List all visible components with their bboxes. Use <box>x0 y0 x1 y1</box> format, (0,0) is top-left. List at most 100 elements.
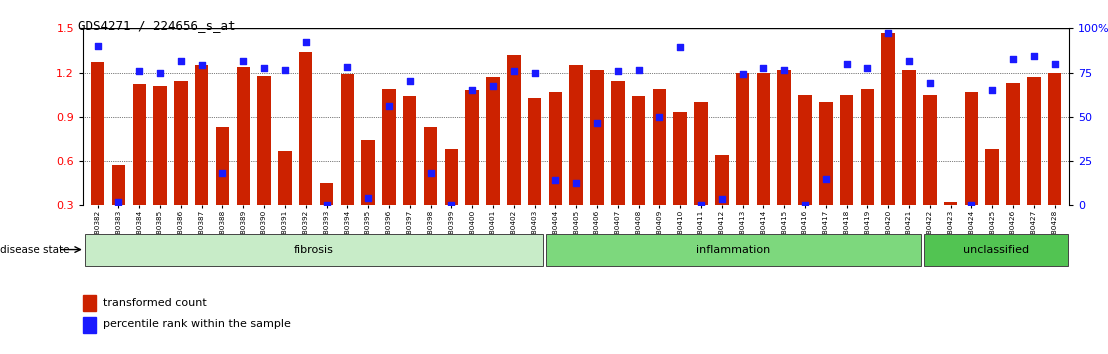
Bar <box>591 70 604 205</box>
Bar <box>757 73 770 205</box>
Point <box>318 202 336 208</box>
Bar <box>507 55 521 205</box>
Bar <box>944 202 957 205</box>
Bar <box>840 95 853 205</box>
Point <box>525 70 543 75</box>
Point <box>712 196 730 202</box>
Bar <box>674 113 687 205</box>
FancyBboxPatch shape <box>546 234 921 266</box>
Bar <box>861 89 874 205</box>
Point <box>235 58 253 64</box>
Point <box>380 104 398 109</box>
Point <box>276 67 294 73</box>
Point <box>131 68 148 74</box>
Point <box>422 170 440 176</box>
Bar <box>1006 83 1019 205</box>
Bar <box>923 95 936 205</box>
Bar <box>423 127 438 205</box>
Bar <box>382 89 396 205</box>
Point <box>484 83 502 88</box>
Bar <box>902 70 916 205</box>
Bar <box>257 75 270 205</box>
Point <box>463 87 481 93</box>
Text: transformed count: transformed count <box>103 298 207 308</box>
Point <box>692 202 710 208</box>
Bar <box>736 73 749 205</box>
Text: GDS4271 / 224656_s_at: GDS4271 / 224656_s_at <box>78 19 235 33</box>
Point <box>671 45 689 50</box>
Point <box>963 202 981 208</box>
Point <box>942 235 960 241</box>
Point <box>1046 61 1064 67</box>
Bar <box>570 65 583 205</box>
Point <box>1004 57 1022 62</box>
Point <box>567 180 585 186</box>
Bar <box>403 96 417 205</box>
Bar <box>340 74 355 205</box>
Bar <box>153 86 167 205</box>
Bar <box>1027 77 1040 205</box>
FancyBboxPatch shape <box>85 234 543 266</box>
Bar <box>361 141 375 205</box>
Bar <box>653 89 666 205</box>
Point <box>151 70 168 75</box>
Bar <box>1048 73 1061 205</box>
Point <box>984 87 1002 93</box>
Point <box>89 43 106 49</box>
Point <box>172 58 189 64</box>
Bar <box>778 70 791 205</box>
Point <box>650 114 668 120</box>
Point <box>859 65 876 71</box>
Point <box>214 170 232 176</box>
Bar <box>548 92 562 205</box>
Bar <box>320 183 334 205</box>
Point <box>733 71 751 77</box>
Bar <box>112 166 125 205</box>
Text: inflammation: inflammation <box>697 245 771 255</box>
Point <box>776 67 793 73</box>
Point <box>505 68 523 74</box>
Text: disease state: disease state <box>0 245 70 255</box>
Bar <box>236 67 250 205</box>
Point <box>110 200 127 205</box>
Point <box>546 177 564 183</box>
Point <box>338 64 356 69</box>
Point <box>817 176 834 182</box>
Bar <box>83 316 96 333</box>
Bar <box>299 52 312 205</box>
Bar <box>444 149 458 205</box>
Text: fibrosis: fibrosis <box>294 245 334 255</box>
Bar <box>278 151 291 205</box>
FancyBboxPatch shape <box>924 234 1067 266</box>
Point <box>609 68 627 74</box>
Bar <box>174 81 187 205</box>
Bar <box>527 98 542 205</box>
Point <box>880 30 897 36</box>
Point <box>921 80 938 86</box>
Bar <box>465 90 479 205</box>
Point <box>755 65 772 71</box>
Bar <box>91 62 104 205</box>
Bar <box>965 92 978 205</box>
Text: unclassified: unclassified <box>963 245 1029 255</box>
Bar <box>798 95 812 205</box>
Point <box>588 120 606 126</box>
Point <box>359 195 377 201</box>
Bar <box>611 81 625 205</box>
Point <box>193 62 211 68</box>
Point <box>1025 53 1043 59</box>
Point <box>442 202 460 208</box>
Bar <box>486 77 500 205</box>
Bar <box>133 84 146 205</box>
Point <box>629 67 647 73</box>
Point <box>255 65 273 71</box>
Bar <box>882 33 895 205</box>
Point <box>838 61 855 67</box>
Bar <box>819 102 832 205</box>
Bar <box>695 102 708 205</box>
Bar <box>715 155 729 205</box>
Bar <box>985 149 999 205</box>
Bar <box>195 65 208 205</box>
Point <box>297 39 315 45</box>
Point <box>797 202 814 208</box>
